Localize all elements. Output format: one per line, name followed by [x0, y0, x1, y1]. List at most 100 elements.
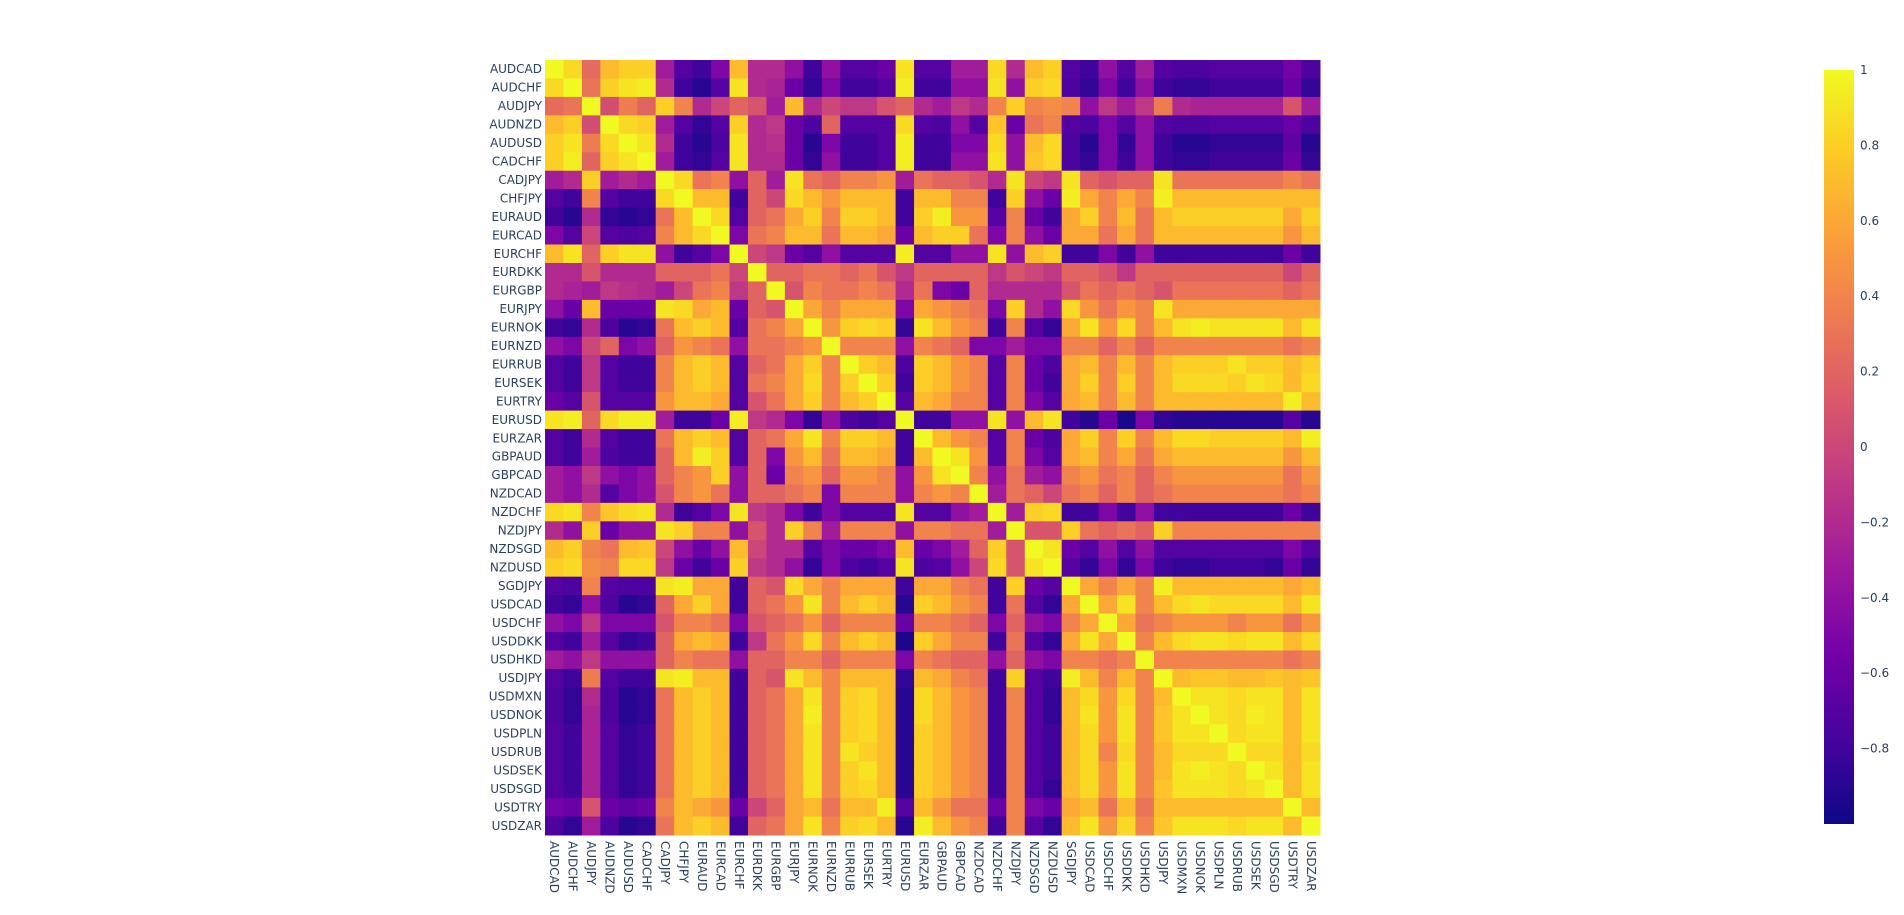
heatmap-cell-sgdjpy-cadchf [637, 576, 657, 596]
heatmap-cell-usdhkd-nzdsgd [1024, 650, 1044, 670]
heatmap-cell-sgdjpy-sgdjpy [1061, 576, 1081, 596]
heatmap-cell-nzdusd-eurchf [729, 558, 749, 578]
heatmap-cell-usdmxn-nzdcad [969, 687, 989, 707]
x-tick-labels: AUDCAD AUDCHF AUDJPY AUDNZD AUDUSD CADCHF CADJ… [547, 841, 1318, 894]
heatmap-cell-eurjpy-usdmxn [1172, 299, 1192, 319]
heatmap-cell-cadchf-usdzar [1301, 152, 1321, 172]
heatmap-cell-nzdjpy-nzdsgd [1024, 521, 1044, 541]
heatmap-cell-eurnzd-cadjpy [655, 336, 675, 356]
heatmap-cell-audcad-eurnok [803, 60, 823, 79]
heatmap-cell-usdjpy-gbpcad [950, 668, 970, 688]
heatmap-cell-usdzar-usdpln [1209, 816, 1229, 836]
heatmap-cell-nzdjpy-cadchf [637, 521, 657, 541]
heatmap-cell-usdzar-audcad [545, 816, 564, 836]
heatmap-cell-eursek-eurtry [877, 373, 897, 393]
heatmap-cell-cadchf-nzdchf [987, 152, 1007, 172]
heatmap-cell-eurtry-eurgbp [766, 392, 786, 412]
heatmap-cell-usdzar-usdjpy [1153, 816, 1173, 836]
heatmap-cell-usdrub-usdchf [1098, 742, 1118, 762]
heatmap-cell-eurzar-eurtry [877, 429, 897, 448]
y-tick-label-eurchf: EURCHF [494, 247, 543, 261]
heatmap-cell-eurrub-eurnok [803, 355, 823, 375]
heatmap-cell-nzdusd-audnzd [600, 558, 620, 578]
heatmap-cell-audnzd-usdjpy [1153, 115, 1173, 135]
heatmap-cell-usdhkd-usdnok [1190, 650, 1210, 670]
heatmap-cell-chfjpy-eurzar [914, 189, 933, 209]
heatmap-cell-nzdcad-cadchf [637, 484, 657, 504]
heatmap-cell-usdcad-cadjpy [655, 595, 675, 615]
heatmap-cell-cadchf-eurusd [895, 152, 915, 172]
heatmap-cell-nzdchf-sgdjpy [1061, 502, 1081, 522]
heatmap-cell-audchf-usdnok [1190, 78, 1210, 98]
heatmap-cell-usdnok-chfjpy [674, 705, 694, 725]
heatmap-cell-usdhkd-eurnok [803, 650, 823, 670]
heatmap-cell-usdhkd-sgdjpy [1061, 650, 1081, 670]
heatmap-cell-usdmxn-usdmxn [1172, 687, 1192, 707]
heatmap-cell-eurtry-chfjpy [674, 392, 694, 412]
heatmap-cell-gbpaud-usdsgd [1264, 447, 1284, 467]
heatmap-cell-usdsgd-nzdsgd [1024, 779, 1044, 799]
heatmap-cell-eurcad-usdchf [1098, 226, 1118, 246]
heatmap-cell-eurgbp-nzdsgd [1024, 281, 1044, 301]
x-tick-label-sgdjpy: SGDJPY [1064, 841, 1078, 886]
heatmap-cell-usdmxn-nzdchf [987, 687, 1007, 707]
heatmap-cell-usdhkd-audcad [545, 650, 564, 670]
heatmap-cell-eurtry-usdsek [1246, 392, 1266, 412]
heatmap-cell-usdtry-euraud [692, 798, 712, 818]
heatmap-cell-nzdsgd-eurusd [895, 539, 915, 559]
heatmap-cell-eurnzd-nzdsgd [1024, 336, 1044, 356]
heatmap-cell-nzdusd-chfjpy [674, 558, 694, 578]
heatmap-cell-eurchf-eurusd [895, 244, 915, 264]
heatmap-cell-sgdjpy-usdnok [1190, 576, 1210, 596]
heatmap-cell-eurusd-eurusd [895, 410, 915, 430]
heatmap-cell-usdrub-audusd [618, 742, 638, 762]
heatmap-cell-gbpcad-eursek [858, 465, 878, 485]
x-tick-label-eurcad: EURCAD [713, 841, 727, 891]
heatmap-cell-audcad-usdsgd [1264, 60, 1284, 79]
heatmap-cell-eursek-usdmxn [1172, 373, 1192, 393]
heatmap-cell-audjpy-usdrub [1227, 96, 1247, 116]
heatmap-cell-usdchf-audnzd [600, 613, 620, 633]
heatmap-cell-eursek-nzdjpy [1006, 373, 1026, 393]
heatmap-cell-eurusd-eurjpy [784, 410, 804, 430]
heatmap-cell-usdnok-nzdusd [1043, 705, 1063, 725]
heatmap-cell-nzdchf-nzdsgd [1024, 502, 1044, 522]
heatmap-cell-gbpcad-audcad [545, 465, 564, 485]
heatmap-cell-audusd-nzdusd [1043, 133, 1063, 153]
heatmap-cell-eurzar-eurjpy [784, 429, 804, 448]
heatmap-cell-usdzar-usdhkd [1135, 816, 1155, 836]
heatmap-cell-sgdjpy-eurnzd [821, 576, 841, 596]
heatmap-cell-eurnok-audcad [545, 318, 564, 338]
heatmap-cell-eursek-usdchf [1098, 373, 1118, 393]
heatmap-cell-eurtry-usddkk [1117, 392, 1136, 412]
heatmap-cell-eurgbp-nzdchf [987, 281, 1007, 301]
y-tick-label-usdsek: USDSEK [493, 763, 543, 777]
heatmap-cell-sgdjpy-audcad [545, 576, 564, 596]
heatmap-cell-usdmxn-audusd [618, 687, 638, 707]
heatmap-cell-eurjpy-audusd [618, 299, 638, 319]
colorbar-tick-0-4: 0.4 [1860, 289, 1879, 303]
heatmap-cell-eurdkk-eursek [858, 262, 878, 282]
heatmap-cell-usdnok-usdnok [1190, 705, 1210, 725]
heatmap-cell-usdsgd-eurzar [914, 779, 933, 799]
heatmap-cell-eurnok-eurgbp [766, 318, 786, 338]
heatmap-cell-gbpaud-cadjpy [655, 447, 675, 467]
heatmap-cell-eursek-nzdsgd [1024, 373, 1044, 393]
heatmap-cell-eurgbp-audchf [563, 281, 583, 301]
heatmap-cell-nzdcad-eurusd [895, 484, 915, 504]
x-tick-label-eurzar: EURZAR [916, 841, 930, 890]
heatmap-cell-usdpln-usdpln [1209, 724, 1229, 744]
heatmap-cell-eurnzd-nzdusd [1043, 336, 1063, 356]
y-tick-label-audjpy: AUDJPY [498, 99, 543, 113]
heatmap-cell-eurnok-usdtry [1283, 318, 1303, 338]
heatmap-cell-usdsgd-eurcad [711, 779, 731, 799]
y-tick-label-eursek: EURSEK [494, 376, 543, 390]
heatmap-cell-audcad-eurnzd [821, 60, 841, 79]
heatmap-cell-usdjpy-eurusd [895, 668, 915, 688]
heatmap-cell-usdmxn-cadchf [637, 687, 657, 707]
heatmap-cell-audusd-eursek [858, 133, 878, 153]
heatmap-cell-nzdchf-chfjpy [674, 502, 694, 522]
heatmap-cell-sgdjpy-usddkk [1117, 576, 1136, 596]
heatmap-cell-nzdsgd-eurtry [877, 539, 897, 559]
heatmap-cell-audusd-gbpaud [932, 133, 952, 153]
